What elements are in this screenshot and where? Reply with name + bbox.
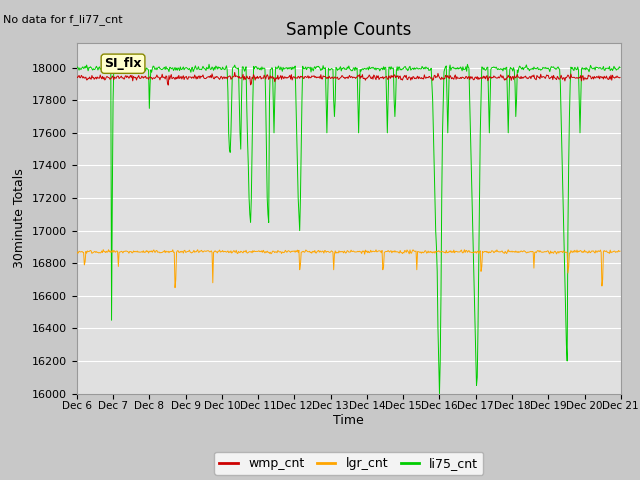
Legend: wmp_cnt, lgr_cnt, li75_cnt: wmp_cnt, lgr_cnt, li75_cnt [214,452,483,475]
Text: SI_flx: SI_flx [104,57,142,70]
Text: No data for f_li77_cnt: No data for f_li77_cnt [3,14,123,25]
Title: Sample Counts: Sample Counts [286,21,412,39]
X-axis label: Time: Time [333,414,364,427]
Y-axis label: 30minute Totals: 30minute Totals [13,168,26,268]
